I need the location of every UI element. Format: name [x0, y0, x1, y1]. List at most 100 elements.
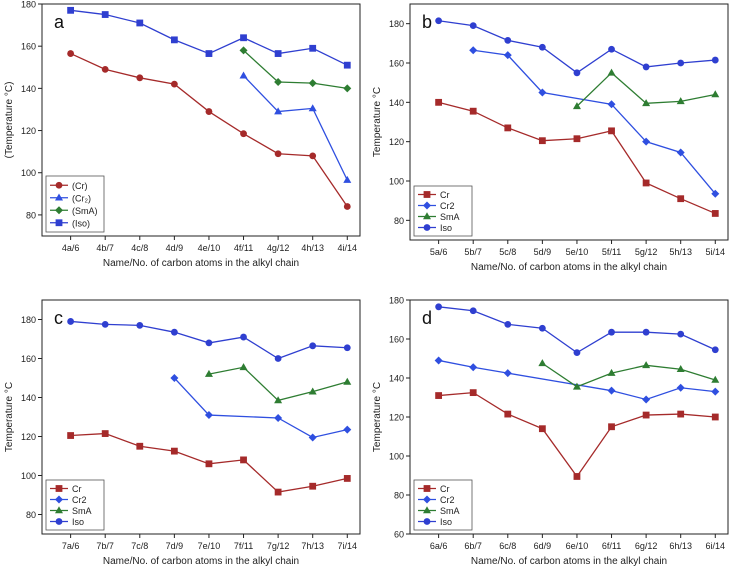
y-tick-label: 160	[21, 354, 36, 364]
data-point	[469, 389, 477, 397]
legend-label: (Iso)	[72, 218, 90, 228]
series-line	[438, 359, 716, 401]
plot-frame	[41, 3, 361, 237]
panel-label: d	[422, 308, 432, 328]
data-point	[642, 361, 651, 369]
data-point	[240, 333, 247, 341]
series-line	[438, 101, 716, 215]
y-axis-label: Temperature °C	[372, 382, 383, 452]
x-tick-label: 4b/7	[96, 243, 114, 253]
x-tick-label: 4f/11	[234, 243, 253, 253]
y-tick-label: 140	[389, 374, 404, 384]
y-tick-label: 160	[21, 42, 36, 52]
x-tick-label: 6e/10	[566, 541, 589, 551]
data-point	[642, 411, 650, 419]
y-tick-label: 140	[21, 393, 36, 403]
data-point	[205, 108, 213, 115]
data-point	[504, 124, 512, 132]
data-point	[136, 442, 144, 450]
data-point	[435, 98, 443, 106]
series-sma	[239, 46, 352, 93]
legend-marker	[55, 219, 63, 227]
legend-label: Cr2	[440, 495, 455, 505]
data-point	[309, 482, 317, 490]
data-point	[642, 328, 650, 336]
series-cr2	[469, 46, 720, 198]
y-tick-label: 80	[394, 216, 404, 226]
y-tick-label: 60	[394, 530, 404, 540]
x-axis-label: Name/No. of carbon atoms in the alkyl ch…	[471, 556, 667, 567]
series-iso	[435, 303, 719, 357]
y-tick-label: 80	[26, 210, 36, 220]
data-point	[607, 100, 616, 109]
data-point	[136, 19, 144, 27]
x-tick-label: 6d/9	[534, 541, 552, 551]
data-point	[170, 328, 178, 336]
data-point	[676, 148, 685, 157]
x-tick-label: 6c/8	[499, 541, 516, 551]
data-point	[170, 374, 179, 382]
data-point	[343, 475, 351, 482]
x-tick-label: 7g/12	[267, 541, 290, 551]
x-tick-label: 6g/12	[635, 541, 658, 551]
x-tick-label: 4g/12	[267, 243, 290, 253]
x-tick-label: 5f/11	[602, 247, 621, 257]
data-point	[239, 46, 248, 55]
x-tick-label: 4e/10	[198, 243, 221, 253]
data-point	[642, 395, 651, 404]
data-point	[204, 411, 213, 420]
legend-label: Iso	[440, 223, 452, 233]
data-point	[67, 50, 75, 57]
y-tick-label: 140	[21, 84, 36, 94]
x-tick-label: 5g/12	[635, 247, 658, 257]
data-point	[642, 99, 651, 107]
plot-frame	[409, 3, 729, 241]
data-point	[538, 324, 546, 332]
series-line	[243, 49, 348, 90]
data-point	[677, 59, 685, 67]
legend-label: Cr	[440, 484, 450, 494]
data-point	[711, 90, 720, 98]
y-tick-label: 80	[394, 491, 404, 501]
x-tick-label: 5i/14	[706, 247, 726, 257]
y-tick-label: 120	[21, 432, 36, 442]
x-axis-label: Name/No. of carbon atoms in the alkyl ch…	[471, 262, 667, 273]
chart-panel-c: 80 100 120 140 160 180 7a/6 7b/7 7c/8 7d/9 7e/10 7f…	[4, 299, 361, 567]
data-point	[504, 36, 512, 44]
data-point	[607, 368, 616, 376]
data-point	[309, 152, 317, 160]
data-point	[469, 307, 477, 315]
series-sma	[538, 359, 720, 390]
x-tick-label: 6b/7	[464, 541, 482, 551]
data-point	[572, 102, 581, 110]
data-point	[711, 56, 719, 64]
series-cr	[67, 430, 351, 496]
data-point	[711, 346, 719, 354]
legend-marker	[423, 495, 431, 504]
data-point	[343, 61, 351, 69]
data-point	[435, 303, 443, 311]
y-tick-label: 100	[389, 452, 404, 462]
data-point	[274, 78, 283, 87]
y-tick-label: 160	[389, 59, 404, 69]
data-point	[343, 175, 352, 183]
data-point	[608, 45, 615, 53]
legend-label: Cr2	[440, 201, 455, 211]
series-cr	[239, 71, 352, 183]
x-tick-label: 7f/11	[234, 541, 253, 551]
x-tick-label: 4d/9	[166, 243, 184, 253]
data-point	[101, 430, 109, 437]
series-cr2	[170, 374, 352, 442]
data-point	[67, 6, 75, 14]
y-tick-label: 180	[389, 19, 404, 29]
x-tick-label: 6a/6	[430, 541, 448, 551]
y-tick-label: 80	[26, 510, 36, 520]
data-point	[642, 63, 650, 71]
legend-label: Cr	[72, 484, 82, 494]
y-tick-label: 140	[389, 98, 404, 108]
data-point	[607, 68, 616, 76]
data-point	[240, 34, 247, 42]
legend-label: SmA	[440, 506, 460, 516]
